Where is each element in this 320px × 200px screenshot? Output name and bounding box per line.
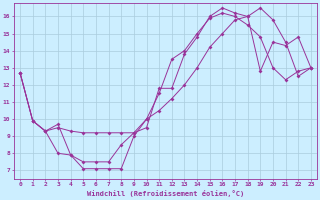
X-axis label: Windchill (Refroidissement éolien,°C): Windchill (Refroidissement éolien,°C) — [87, 190, 244, 197]
